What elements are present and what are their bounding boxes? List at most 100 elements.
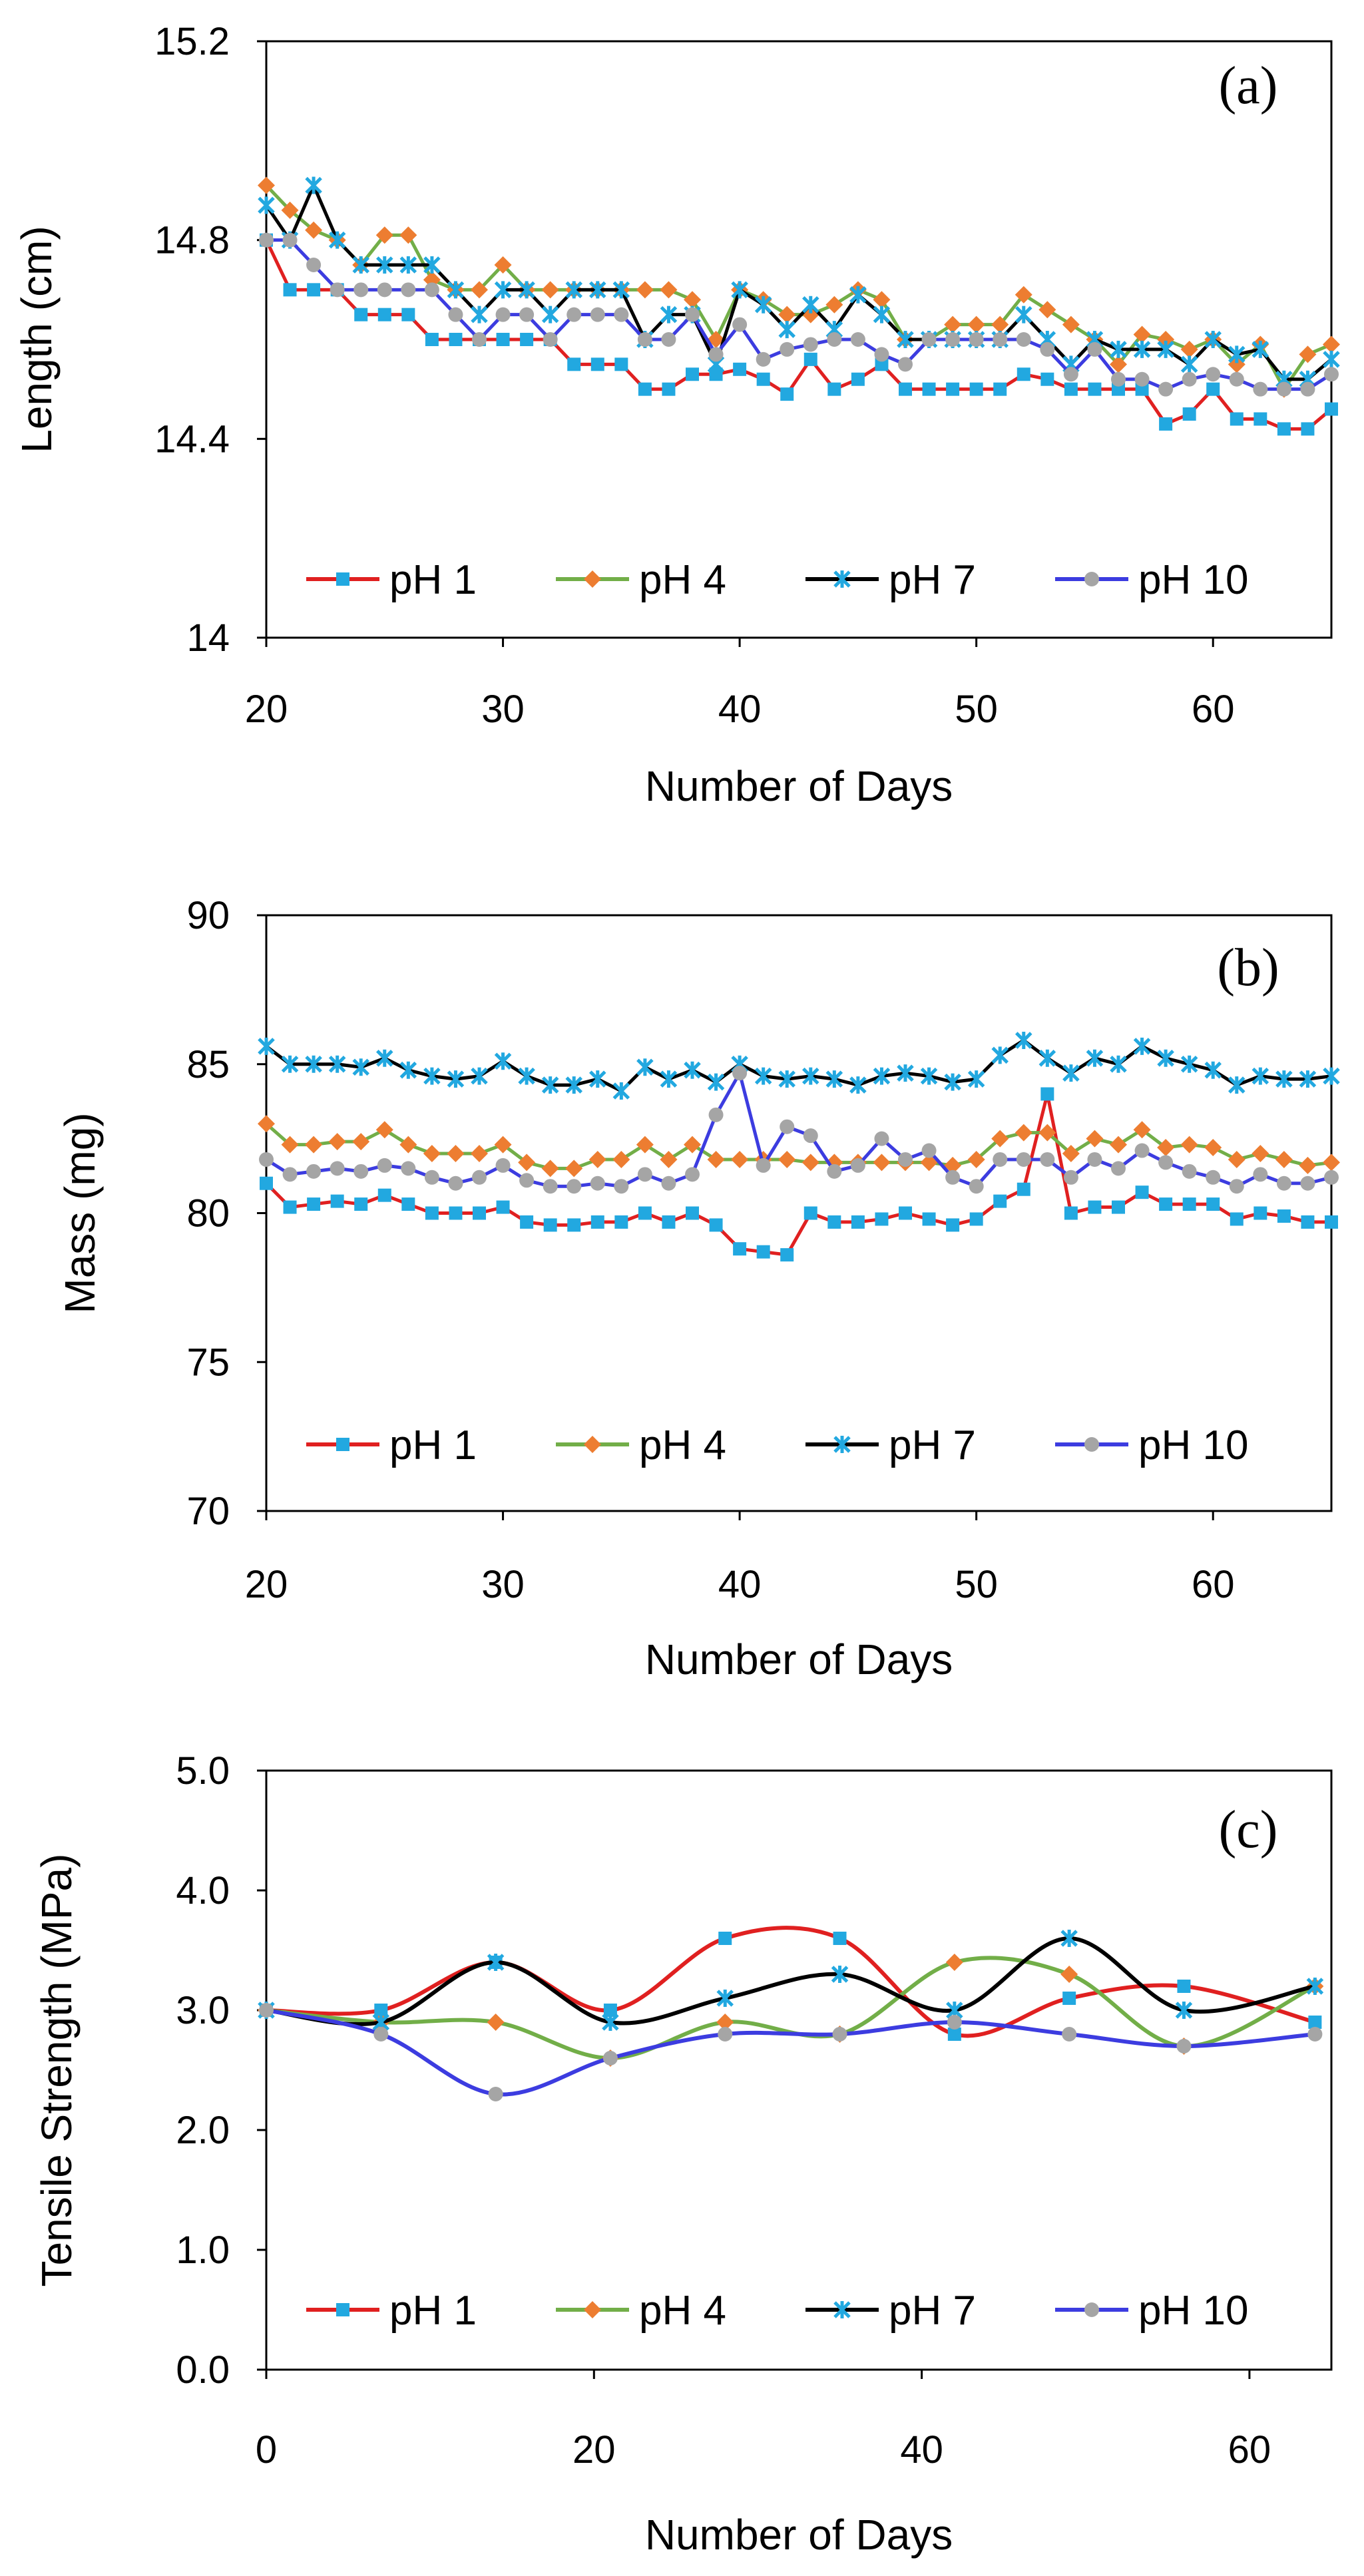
data-point	[519, 1173, 535, 1188]
data-point	[1325, 402, 1338, 416]
series-ph-7	[258, 176, 1340, 388]
data-point	[590, 307, 605, 322]
data-point	[1204, 331, 1222, 348]
data-point	[660, 1070, 678, 1088]
data-point	[991, 1046, 1009, 1064]
data-point	[920, 1067, 938, 1085]
data-point	[1133, 340, 1151, 358]
data-point	[328, 1133, 346, 1151]
chart-panel-2: 70 75 80 85 90 20 30 40 50 60 Number of Days Mass (…	[56, 894, 1340, 1683]
legend-label: pH 1	[389, 557, 477, 603]
data-point	[305, 1136, 323, 1154]
data-point	[850, 1158, 865, 1173]
data-point	[401, 282, 416, 298]
data-point	[756, 372, 770, 386]
plot-frame	[265, 1769, 1333, 2371]
legend-label: pH 4	[639, 557, 726, 603]
data-point	[1087, 341, 1102, 357]
data-point	[1230, 412, 1244, 426]
data-point	[873, 306, 891, 323]
data-point	[401, 308, 415, 322]
data-point	[780, 1248, 794, 1262]
legend-marker	[336, 572, 349, 586]
data-point	[541, 1076, 559, 1094]
data-point	[1134, 1143, 1150, 1158]
data-point	[541, 1160, 559, 1178]
legend-item: pH 1	[306, 1422, 477, 1468]
data-point	[1276, 1176, 1291, 1191]
data-point	[472, 332, 487, 347]
data-point	[399, 256, 417, 274]
x-tick-label: 60	[1192, 688, 1235, 731]
data-point	[305, 221, 323, 239]
data-point	[614, 1215, 628, 1229]
data-point	[352, 1058, 369, 1076]
data-point	[801, 1154, 819, 1172]
data-point	[1017, 367, 1030, 381]
legend: pH 1 pH 4 pH 7 pH 10	[306, 2288, 1248, 2334]
data-point	[921, 332, 937, 347]
data-point	[1015, 1031, 1032, 1049]
data-point	[614, 357, 628, 371]
data-point	[1253, 1167, 1268, 1182]
data-point	[423, 256, 441, 274]
data-point	[612, 1082, 630, 1100]
data-point	[1229, 371, 1244, 387]
series-line	[264, 239, 1333, 431]
data-point	[1110, 355, 1127, 373]
data-point	[993, 332, 1008, 347]
data-point	[825, 296, 843, 314]
data-point	[494, 1136, 512, 1154]
data-point	[1323, 335, 1340, 353]
data-point	[831, 1966, 849, 1983]
data-point	[377, 1158, 392, 1173]
data-point	[307, 283, 321, 297]
data-point	[969, 332, 984, 347]
data-point	[1087, 1152, 1102, 1167]
data-point	[1063, 367, 1078, 382]
x-tick-label: 50	[955, 1563, 998, 1606]
data-point	[686, 1206, 699, 1220]
data-point	[1159, 417, 1173, 431]
panel-label: (b)	[1217, 939, 1279, 997]
x-tick-label: 20	[572, 2428, 616, 2471]
data-point	[1253, 412, 1267, 426]
x-tick-label: 40	[718, 688, 762, 731]
data-point	[851, 372, 865, 386]
data-point	[897, 331, 914, 348]
legend-marker	[1084, 2302, 1099, 2317]
data-point	[716, 2014, 734, 2031]
legend: pH 1 pH 4 pH 7 pH 10	[306, 557, 1248, 603]
data-point	[602, 2014, 619, 2031]
data-point	[1133, 325, 1151, 343]
data-point	[803, 1206, 817, 1220]
data-point	[898, 1152, 913, 1167]
legend-label: pH 4	[639, 2288, 726, 2334]
legend-label: pH 4	[639, 1422, 726, 1468]
data-point	[1206, 382, 1220, 396]
data-point	[565, 281, 582, 299]
data-point	[519, 307, 535, 322]
data-point	[718, 2027, 733, 2041]
legend-item: pH 7	[805, 2288, 976, 2334]
data-point	[754, 296, 772, 314]
data-point	[494, 281, 512, 299]
series-ph-1	[260, 1926, 1322, 2041]
data-point	[967, 316, 985, 333]
data-point	[376, 1049, 393, 1067]
data-point	[637, 332, 652, 347]
data-point	[425, 1206, 439, 1220]
data-point	[518, 1067, 535, 1085]
data-point	[602, 2051, 618, 2065]
legend-item: pH 10	[1055, 1422, 1248, 1468]
data-point	[1040, 1087, 1054, 1101]
data-point	[1135, 382, 1149, 396]
data-point	[637, 1167, 652, 1182]
legend-marker	[1084, 1437, 1099, 1452]
data-point	[875, 1212, 889, 1226]
data-point	[518, 281, 535, 299]
data-point	[487, 1954, 505, 1971]
data-point	[874, 1131, 889, 1146]
data-point	[922, 1212, 936, 1226]
data-point	[733, 362, 747, 376]
